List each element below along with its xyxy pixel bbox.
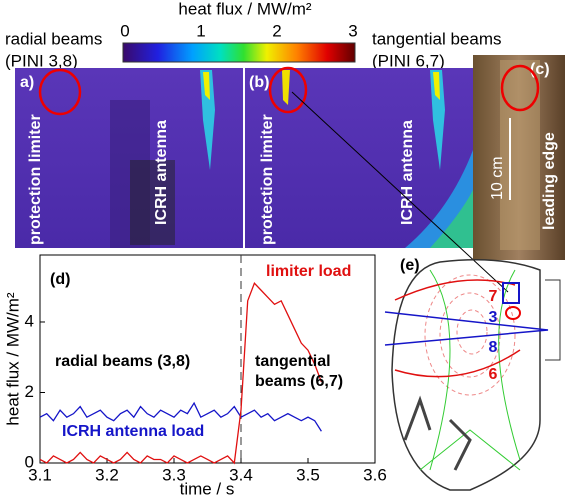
panel-tag: (d) xyxy=(50,271,70,288)
panel-tag: a) xyxy=(20,74,34,91)
colorbar-tick-label: 1 xyxy=(196,21,205,40)
panel-c: (c) 10 cm leading edge xyxy=(473,55,565,260)
colorbar-ticks: 0 1 2 3 xyxy=(120,21,357,40)
panel-tag: (e) xyxy=(400,257,420,274)
label: radial beams xyxy=(5,29,102,48)
label: (PINI 3,8) xyxy=(5,51,78,70)
label: protection limiter xyxy=(27,114,44,245)
label: tangential beams xyxy=(372,29,501,48)
panel-a: a) protection limiter ICRH antenna xyxy=(15,68,243,248)
colorbar-label: heat flux / MW/m² xyxy=(178,0,312,18)
panel-tag: (b) xyxy=(249,74,269,91)
label: ICRH antenna xyxy=(153,120,170,225)
colorbar-tick-label: 3 xyxy=(348,21,357,40)
beam-label: 3 xyxy=(489,309,498,326)
y-axis-label: heat flux / MW/m² xyxy=(3,292,22,426)
x-tick-label: 3.6 xyxy=(363,465,387,484)
label: ICRH antenna xyxy=(399,120,416,225)
label: leading edge xyxy=(541,132,558,230)
annotation: beams (6,7) xyxy=(255,373,343,390)
x-axis-label: time / s xyxy=(180,479,235,498)
x-tick-label: 3.5 xyxy=(296,465,320,484)
beam-label: 6 xyxy=(489,366,498,383)
legend-label: limiter load xyxy=(266,263,351,280)
figure: heat flux / MW/m² 0 1 2 3 radial beams (PIN… xyxy=(0,0,565,498)
panel-e: (e) 7 3 8 6 xyxy=(385,257,560,490)
legend-label: ICRH antenna load xyxy=(62,423,204,440)
label: (PINI 6,7) xyxy=(372,51,445,70)
label: 10 cm xyxy=(489,156,506,200)
annotation: tangential xyxy=(255,353,331,370)
y-tick-label: 2 xyxy=(25,382,34,401)
beam-label: 7 xyxy=(489,288,498,305)
panel-tag: (c) xyxy=(530,61,550,78)
y-tick-label: 0 xyxy=(25,452,34,471)
colorbar xyxy=(123,43,355,62)
annotation: radial beams (3,8) xyxy=(55,353,190,370)
beam-label: 8 xyxy=(489,339,498,356)
panel-b: (b) protection limiter ICRH antenna xyxy=(245,68,473,248)
label: protection limiter xyxy=(259,114,276,245)
x-tick-label: 3.2 xyxy=(95,465,119,484)
y-tick-label: 4 xyxy=(25,311,34,330)
colorbar-tick-label: 2 xyxy=(272,21,281,40)
colorbar-tick-label: 0 xyxy=(120,21,129,40)
